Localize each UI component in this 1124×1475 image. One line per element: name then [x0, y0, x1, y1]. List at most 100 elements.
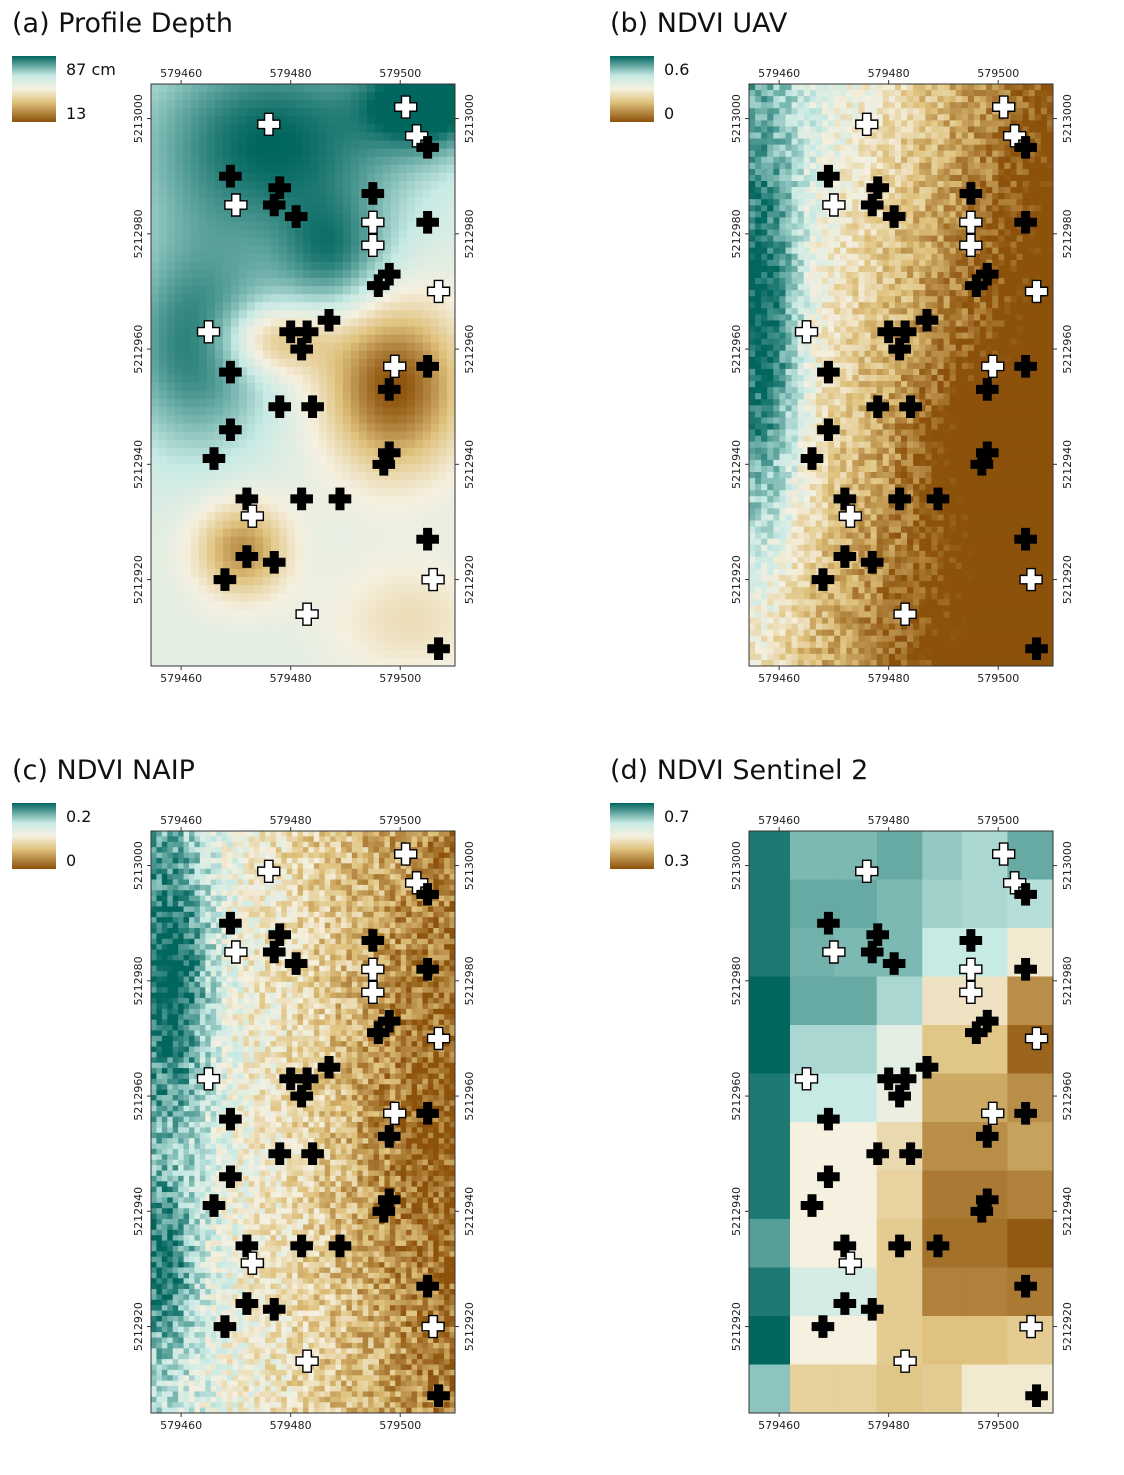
- raster-cell: [773, 157, 779, 163]
- raster-cell: [810, 151, 816, 157]
- raster-cell: [167, 585, 175, 593]
- raster-cell: [335, 601, 343, 609]
- raster-cell: [343, 246, 351, 254]
- raster-cell: [447, 618, 455, 626]
- raster-cell: [295, 569, 303, 577]
- raster-cell: [822, 320, 828, 326]
- raster-cell: [439, 343, 447, 351]
- raster-cell: [271, 440, 279, 448]
- raster-cell: [335, 157, 343, 165]
- raster-cell: [822, 278, 828, 284]
- raster-cell: [263, 343, 271, 351]
- raster-cell: [215, 318, 223, 326]
- raster-cell: [889, 260, 895, 266]
- raster-cell: [263, 367, 271, 375]
- raster-cell: [423, 302, 431, 310]
- raster-cell: [822, 230, 828, 236]
- raster-cell: [151, 650, 159, 658]
- raster-cell: [183, 205, 191, 213]
- raster-cell: [399, 286, 407, 294]
- raster-cell: [279, 238, 287, 246]
- raster-cell: [944, 126, 950, 132]
- raster-cell: [1017, 314, 1023, 320]
- raster-cell: [1041, 230, 1047, 236]
- raster-cell: [327, 149, 335, 157]
- raster-cell: [828, 96, 834, 102]
- raster-cell: [937, 314, 943, 320]
- raster-cell: [295, 424, 303, 432]
- raster-cell: [367, 133, 375, 141]
- raster-cell: [327, 278, 335, 286]
- raster-cell: [858, 151, 864, 157]
- raster-cell: [1010, 260, 1016, 266]
- raster-cell: [183, 270, 191, 278]
- raster-cell: [1029, 339, 1035, 345]
- raster-cell: [944, 139, 950, 145]
- raster-cell: [295, 512, 303, 520]
- raster-cell: [279, 448, 287, 456]
- raster-cell: [255, 238, 263, 246]
- raster-cell: [846, 266, 852, 272]
- raster-cell: [231, 585, 239, 593]
- raster-cell: [447, 375, 455, 383]
- raster-cell: [327, 545, 335, 553]
- raster-cell: [992, 302, 998, 308]
- raster-cell: [239, 278, 247, 286]
- raster-cell: [287, 504, 295, 512]
- raster-cell: [950, 139, 956, 145]
- raster-cell: [767, 236, 773, 242]
- raster-cell: [167, 545, 175, 553]
- raster-cell: [962, 114, 968, 120]
- raster-cell: [1047, 199, 1053, 205]
- raster-cell: [207, 626, 215, 634]
- raster-cell: [1047, 157, 1053, 163]
- raster-cell: [901, 266, 907, 272]
- raster-cell: [1029, 320, 1035, 326]
- raster-cell: [937, 90, 943, 96]
- raster-cell: [159, 100, 167, 108]
- raster-cell: [311, 521, 319, 529]
- raster-cell: [889, 242, 895, 248]
- raster-cell: [423, 512, 431, 520]
- raster-cell: [375, 601, 383, 609]
- raster-cell: [816, 302, 822, 308]
- raster-cell: [239, 383, 247, 391]
- raster-cell: [1047, 278, 1053, 284]
- raster-cell: [816, 248, 822, 254]
- raster-cell: [407, 569, 415, 577]
- raster-cell: [319, 553, 327, 561]
- raster-cell: [343, 456, 351, 464]
- raster-cell: [828, 296, 834, 302]
- raster-cell: [183, 335, 191, 343]
- raster-cell: [834, 290, 840, 296]
- raster-cell: [877, 223, 883, 229]
- raster-cell: [913, 199, 919, 205]
- raster-cell: [974, 96, 980, 102]
- raster-cell: [287, 92, 295, 100]
- raster-cell: [191, 197, 199, 205]
- raster-cell: [447, 230, 455, 238]
- raster-cell: [279, 545, 287, 553]
- raster-cell: [415, 375, 423, 383]
- raster-cell: [779, 272, 785, 278]
- raster-cell: [846, 151, 852, 157]
- raster-cell: [199, 84, 207, 92]
- raster-cell: [913, 248, 919, 254]
- raster-cell: [925, 157, 931, 163]
- raster-cell: [223, 407, 231, 415]
- raster-cell: [871, 230, 877, 236]
- raster-cell: [167, 529, 175, 537]
- raster-cell: [840, 151, 846, 157]
- raster-cell: [944, 236, 950, 242]
- raster-cell: [761, 163, 767, 169]
- raster-cell: [343, 424, 351, 432]
- raster-cell: [968, 90, 974, 96]
- raster-cell: [399, 343, 407, 351]
- raster-cell: [415, 157, 423, 165]
- raster-cell: [231, 456, 239, 464]
- raster-cell: [992, 181, 998, 187]
- raster-cell: [311, 456, 319, 464]
- raster-cell: [852, 236, 858, 242]
- raster-cell: [199, 124, 207, 132]
- raster-cell: [895, 199, 901, 205]
